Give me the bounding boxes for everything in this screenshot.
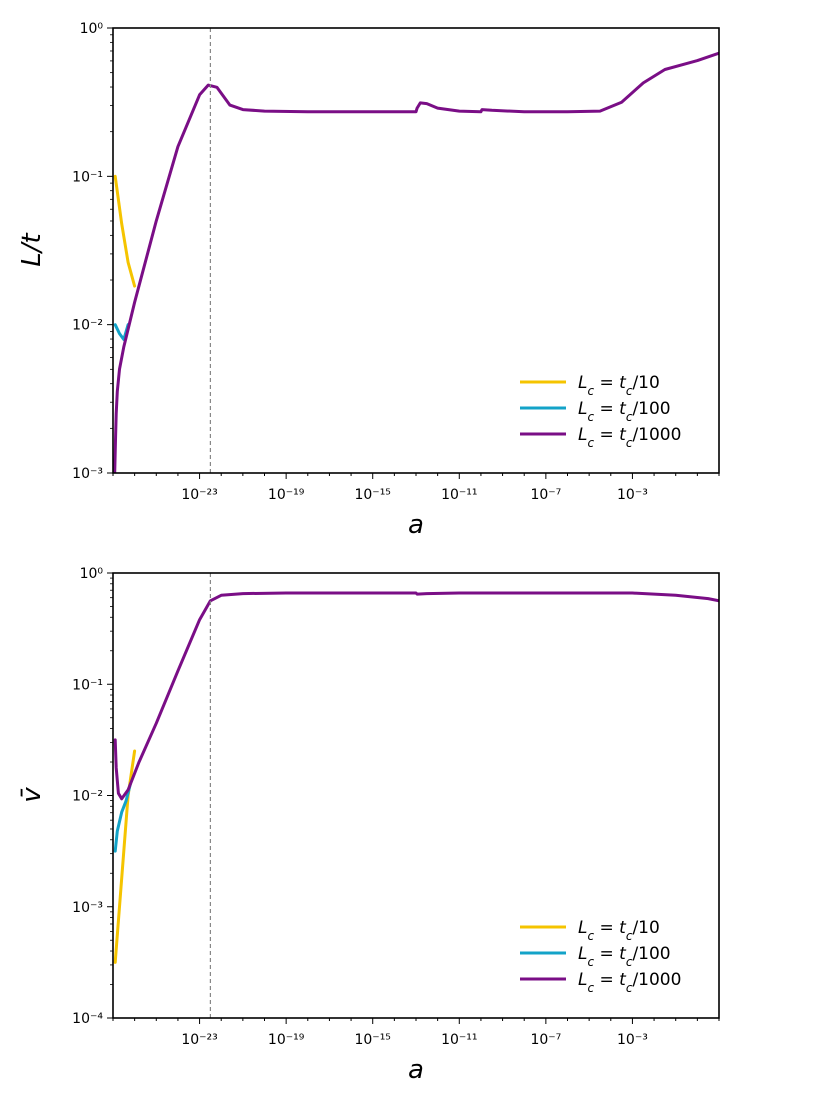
v-x-tick-label: 10⁻¹⁵: [354, 1032, 390, 1048]
lt-legend-label-2: Lc = tc/1000: [578, 425, 681, 450]
v-legend-label-2: Lc = tc/1000: [578, 970, 681, 995]
lt-y-tick-label: 10⁻³: [72, 466, 103, 482]
v-y-axis-label: v̄: [17, 787, 47, 803]
v-series-line-1: [113, 782, 132, 853]
lt-x-tick-label: 10⁻⁷: [530, 487, 561, 503]
v-legend-label-1: Lc = tc/100: [578, 944, 671, 969]
lt-legend-label-0: Lc = tc/10: [578, 373, 660, 398]
v-y-tick-label: 10⁻⁴: [72, 1011, 103, 1027]
lt-series-line-0: [113, 174, 137, 288]
v-y-tick-label: 10⁰: [80, 566, 104, 582]
v-x-axis-label: a: [408, 1055, 424, 1085]
v-x-tick-label: 10⁻¹¹: [441, 1032, 477, 1048]
lt-y-ticks: 10⁻³ 10⁻² 10⁻¹ 10⁰: [72, 21, 113, 482]
v-legend-label-0: Lc = tc/10: [578, 918, 660, 943]
v-y-tick-label: 10⁻³: [72, 900, 103, 916]
v-y-tick-label: 10⁻¹: [72, 677, 103, 693]
v-chart: 10⁻²³ 10⁻¹⁹ 10⁻¹⁵ 10⁻¹¹ 10⁻⁷ 10⁻³ 10⁻⁴10⁻³10⁻…: [17, 566, 720, 1085]
lt-y-tick-label: 10⁰: [80, 21, 104, 37]
v-series-line-2: [113, 591, 719, 801]
lt-x-ticks: 10⁻²³ 10⁻¹⁹ 10⁻¹⁵ 10⁻¹¹ 10⁻⁷ 10⁻³: [112, 473, 720, 503]
v-y-tick-label: 10⁻²: [72, 789, 103, 805]
v-x-tick-label: 10⁻²³: [181, 1032, 217, 1048]
lt-x-tick-label: 10⁻¹⁵: [354, 487, 390, 503]
lt-chart: 10⁻²³ 10⁻¹⁹ 10⁻¹⁵ 10⁻¹¹ 10⁻⁷ 10⁻³ 10⁻³10⁻²10⁻…: [17, 21, 720, 540]
lt-y-axis-label: L/t: [17, 232, 47, 266]
lt-x-axis-label: a: [408, 510, 424, 540]
lt-x-tick-label: 10⁻¹⁹: [268, 487, 305, 503]
lt-x-tick-label: 10⁻¹¹: [441, 487, 477, 503]
lt-series-lines: [113, 51, 719, 473]
lt-y-tick-label: 10⁻¹: [72, 169, 103, 185]
lt-x-tick-label: 10⁻²³: [181, 487, 217, 503]
v-x-tick-label: 10⁻⁷: [530, 1032, 561, 1048]
lt-legend-label-1: Lc = tc/100: [578, 399, 671, 424]
v-plot-frame: [112, 572, 720, 1019]
lt-series-line-2: [113, 51, 719, 473]
v-y-ticks: 10⁻⁴ 10⁻³ 10⁻² 10⁻¹ 10⁰: [72, 566, 113, 1027]
v-series-lines: [113, 591, 719, 964]
v-x-ticks: 10⁻²³ 10⁻¹⁹ 10⁻¹⁵ 10⁻¹¹ 10⁻⁷ 10⁻³: [112, 1018, 720, 1048]
v-x-tick-label: 10⁻¹⁹: [268, 1032, 305, 1048]
lt-y-tick-label: 10⁻²: [72, 318, 103, 334]
lt-x-tick-label: 10⁻³: [617, 487, 648, 503]
v-x-tick-label: 10⁻³: [617, 1032, 648, 1048]
